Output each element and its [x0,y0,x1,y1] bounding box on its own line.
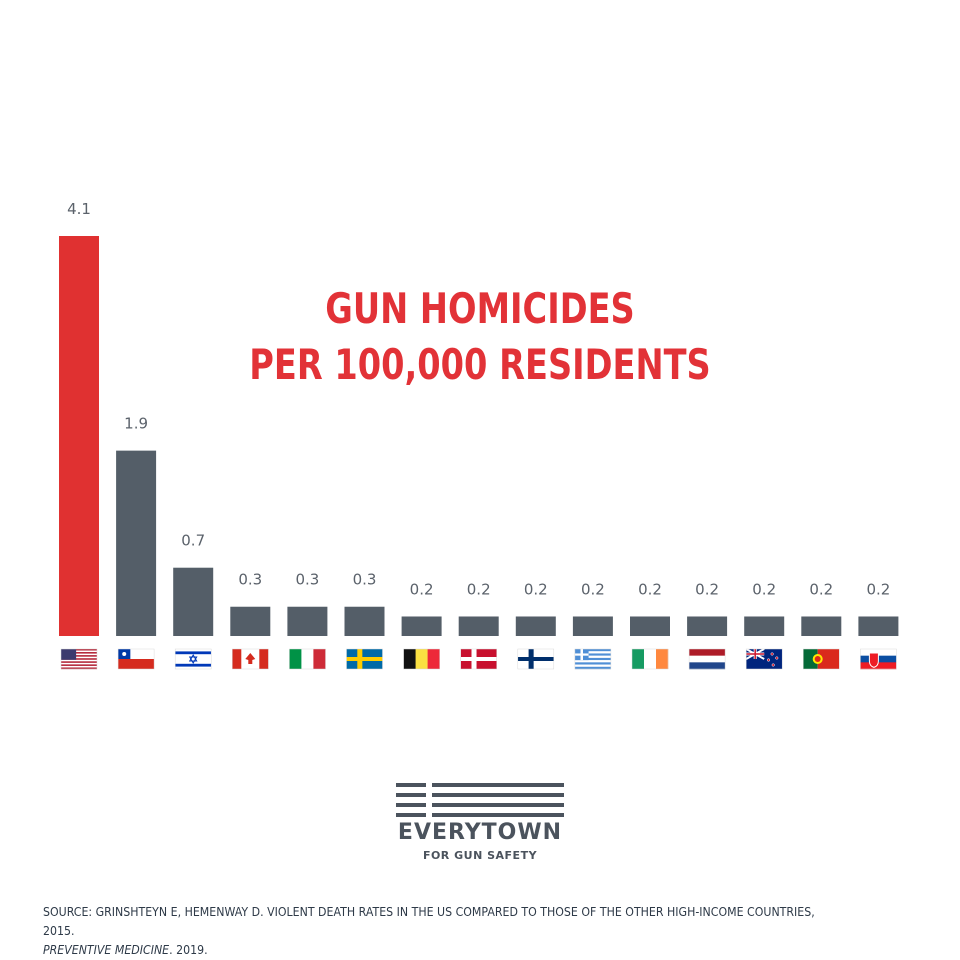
chile-flag [117,648,155,670]
logo-tagline: FOR GUN SAFETY [422,849,538,862]
source-line1: SOURCE: GRINSHTEYN E, HEMENWAY D. VIOLEN… [43,904,815,938]
sweden-flag [346,648,383,670]
slovakia-flag [860,648,897,670]
bar-ireland [630,616,670,636]
value-label: 0.3 [353,571,377,589]
bar-portugal [801,616,842,636]
portugal-flag [803,648,840,670]
bar-canada [230,606,271,636]
value-label: 0.2 [581,580,605,598]
bar-italy [287,606,328,636]
chart-title-line2: PER 100,000 RESIDENTS [249,340,711,389]
denmark-flag [460,648,497,670]
netherlands-flag [688,648,726,670]
bar-us [59,236,99,636]
greece-flag [574,648,612,670]
italy-flag [289,648,326,670]
value-label: 0.2 [866,580,890,598]
value-label: 0.2 [524,580,548,598]
bar-new-zealand [744,616,785,636]
value-label: 0.3 [238,571,262,589]
value-label: 4.1 [67,200,91,218]
bar-belgium [401,616,442,636]
value-label: 0.2 [752,580,776,598]
ireland-flag [631,648,669,670]
new-zealand-flag [745,648,783,670]
value-label: 0.3 [295,571,319,589]
bar-denmark [458,616,499,636]
bar-israel [173,567,214,636]
bar-greece [572,616,613,636]
source-year: . 2019. [169,942,208,957]
value-label: 0.7 [181,532,205,550]
bar-sweden [344,606,385,636]
value-label: 0.2 [695,580,719,598]
value-label: 1.9 [124,415,148,433]
us-flag [60,648,98,670]
value-label: 0.2 [638,580,662,598]
finland-flag [517,648,555,670]
value-label: 0.2 [410,580,434,598]
canada-flag [232,648,269,670]
bar-netherlands [687,616,728,636]
value-label: 0.2 [467,580,491,598]
belgium-flag [403,648,440,670]
value-label: 0.2 [809,580,833,598]
bar-chile [116,450,157,636]
bar-finland [515,616,556,636]
israel-flag [174,648,212,670]
logo-wordmark: EVERYTOWN [397,820,563,845]
source-citation: SOURCE: GRINSHTEYN E, HEMENWAY D. VIOLEN… [43,902,817,959]
source-journal: PREVENTIVE MEDICINE [43,942,170,957]
bar-slovakia [858,616,899,636]
chart-title-line1: GUN HOMICIDES [325,284,635,333]
